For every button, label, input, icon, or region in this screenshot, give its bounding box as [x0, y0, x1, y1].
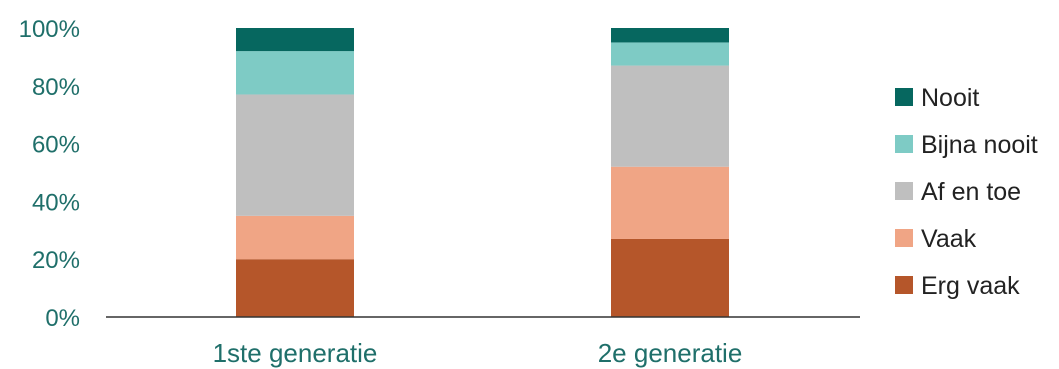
legend-label: Erg vaak: [921, 272, 1020, 300]
bar-segment: [236, 51, 354, 95]
legend-label: Vaak: [921, 225, 977, 253]
bar-segment: [236, 94, 354, 216]
bar-segment: [236, 28, 354, 52]
legend-label: Nooit: [921, 84, 979, 112]
x-axis-labels: 1ste generatie 2e generatie: [213, 338, 743, 368]
y-axis: 0% 20% 40% 60% 80% 100%: [19, 16, 80, 332]
legend-swatch: [895, 229, 913, 247]
y-tick-label: 100%: [19, 16, 80, 43]
x-category-label: 1ste generatie: [213, 338, 378, 368]
y-tick-label: 20%: [32, 247, 80, 274]
bar-segment: [611, 28, 729, 43]
bar-segment: [236, 259, 354, 317]
legend-label: Af en toe: [921, 178, 1021, 206]
bar-segment: [611, 238, 729, 317]
legend-swatch: [895, 182, 913, 200]
legend: Nooit Bijna nooit Af en toe Vaak Erg vaak: [895, 84, 1038, 300]
y-tick-label: 60%: [32, 132, 80, 159]
bar-segment: [236, 215, 354, 260]
bar-segment: [611, 65, 729, 167]
legend-swatch: [895, 135, 913, 153]
legend-label: Bijna nooit: [921, 131, 1038, 159]
bar-segment: [611, 42, 729, 66]
y-tick-label: 80%: [32, 74, 80, 101]
bars: [236, 28, 729, 317]
x-category-label: 2e generatie: [598, 338, 743, 368]
y-tick-label: 40%: [32, 189, 80, 216]
bar-segment: [611, 166, 729, 239]
legend-swatch: [895, 276, 913, 294]
y-tick-label: 0%: [45, 305, 80, 332]
legend-swatch: [895, 88, 913, 106]
